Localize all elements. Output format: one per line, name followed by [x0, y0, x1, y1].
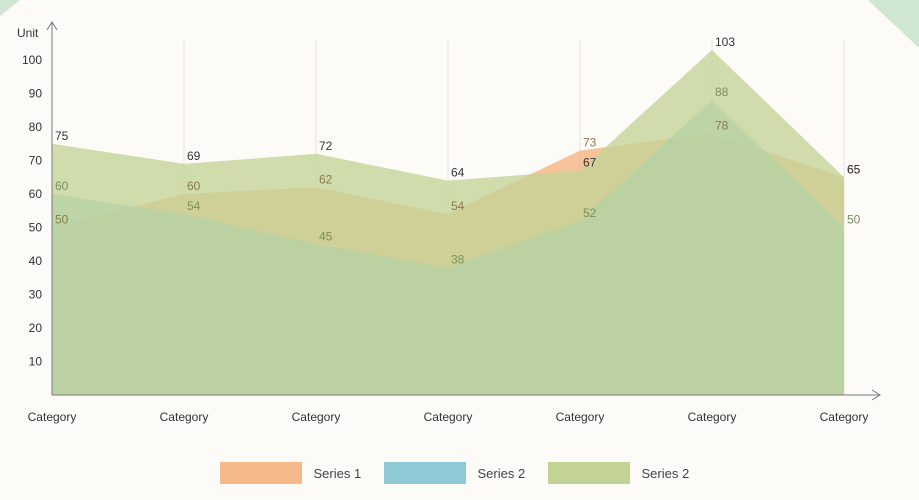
data-label: 45 [319, 229, 333, 243]
x-tick-label: Category [556, 410, 605, 424]
y-tick-label: 70 [29, 154, 43, 168]
y-tick-label: 30 [29, 288, 43, 302]
data-label: 78 [715, 119, 729, 133]
axes [46, 21, 881, 401]
y-tick-label: 60 [29, 187, 43, 201]
data-label: 69 [187, 149, 201, 163]
legend-item-series-3[interactable]: Series 2 [547, 462, 700, 484]
legend: Series 1 Series 2 Series 2 [0, 461, 919, 485]
legend-item-series-1[interactable]: Series 1 [219, 462, 372, 484]
data-label: 72 [319, 139, 333, 153]
legend-swatch-series-1 [219, 462, 302, 484]
y-tick-label: 90 [29, 87, 43, 101]
data-label: 52 [583, 206, 597, 220]
legend-item-series-2[interactable]: Series 2 [383, 462, 536, 484]
legend-label: Series 1 [313, 465, 362, 481]
corner-decoration [0, 0, 20, 16]
data-label: 50 [847, 213, 861, 227]
y-tick-label: 40 [29, 254, 43, 268]
data-label: 60 [187, 179, 201, 193]
data-label: 67 [583, 156, 597, 170]
x-tick-label: Category [820, 410, 869, 424]
legend-label: Series 2 [477, 465, 526, 481]
legend-label: Series 2 [641, 465, 690, 481]
y-tick-label: 20 [29, 321, 43, 335]
data-label: 62 [319, 172, 333, 186]
x-tick-label: Category [292, 410, 341, 424]
data-label: 64 [451, 166, 465, 180]
x-tick-labels: Category Category Category Category Category… [28, 410, 869, 424]
data-label: 73 [583, 135, 597, 149]
y-tick-label: 100 [22, 53, 42, 67]
data-labels: 50 60 62 54 73 78 65 60 54 45 38 52 88 50 75 69 72 64 67 10… [55, 35, 861, 267]
x-tick-label: Category [160, 410, 209, 424]
y-tick-label: 50 [29, 221, 43, 235]
series-area-3 [52, 49, 844, 395]
x-axis-arrow [871, 389, 881, 401]
data-label: 50 [55, 213, 69, 227]
x-tick-label: Category [424, 410, 473, 424]
data-label: 38 [451, 253, 465, 267]
data-label: 65 [847, 162, 861, 176]
data-label: 75 [55, 129, 69, 143]
y-tick-labels: 10 20 30 40 50 60 70 80 90 100 [22, 53, 42, 369]
data-label: 65 [847, 162, 861, 176]
data-label: 103 [715, 35, 735, 49]
data-label: 54 [451, 199, 465, 213]
y-tick-label: 10 [29, 355, 43, 369]
data-label: 54 [187, 199, 201, 213]
data-label: 60 [55, 179, 69, 193]
y-axis-arrow [46, 21, 58, 31]
legend-swatch-series-2 [383, 462, 466, 484]
y-axis-label: Unit [17, 26, 39, 40]
data-label: 88 [715, 85, 729, 99]
series-areas [52, 49, 844, 395]
legend-swatch-series-3 [547, 462, 630, 484]
x-tick-label: Category [28, 410, 77, 424]
y-tick-label: 80 [29, 120, 43, 134]
x-tick-label: Category [688, 410, 737, 424]
corner-decoration [868, 0, 919, 48]
